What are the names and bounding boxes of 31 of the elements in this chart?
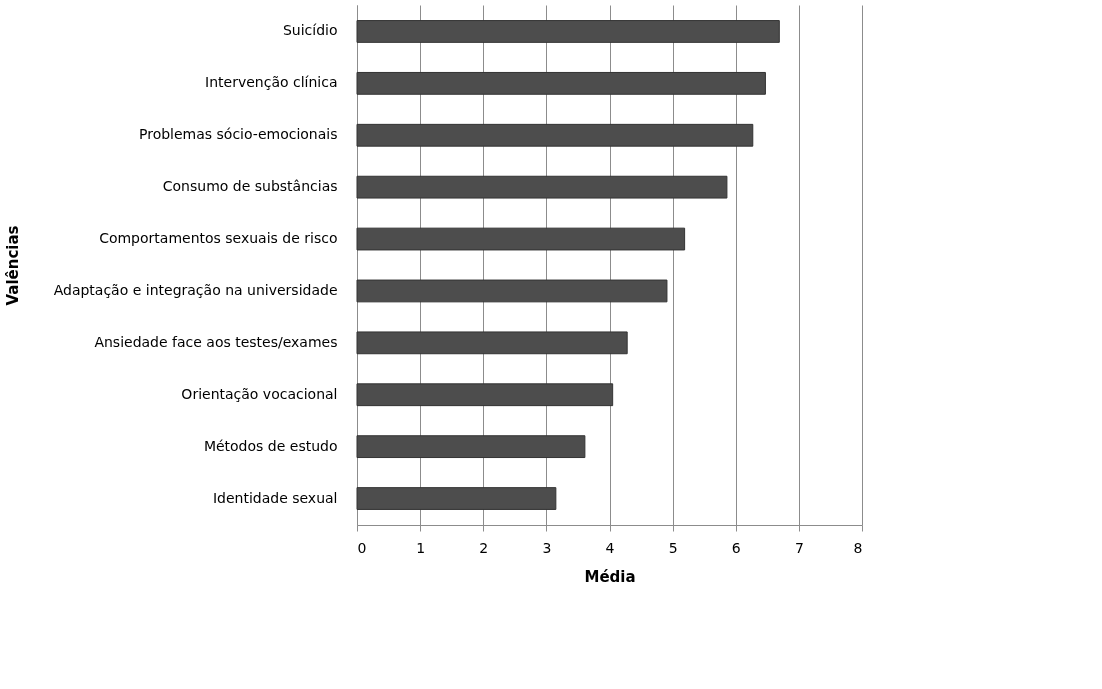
x-tick-label: 5 — [668, 539, 678, 556]
bar — [356, 435, 586, 459]
y-tick-label: Consumo de substâncias — [162, 178, 338, 195]
bar — [356, 71, 766, 95]
y-tick-label: Suicídio — [282, 22, 338, 39]
bar — [356, 20, 780, 43]
x-tick-label: 7 — [794, 539, 804, 556]
y-tick-label: Ansiedade face aos testes/exames — [94, 333, 338, 350]
bar — [356, 487, 557, 510]
x-axis-title: Média — [584, 567, 636, 586]
x-tick-label: 3 — [542, 539, 552, 556]
y-tick-label: Problemas sócio-emocionais — [139, 126, 338, 143]
bar — [356, 123, 754, 147]
x-tick-label: 1 — [416, 539, 426, 556]
x-tick-label: 2 — [479, 539, 489, 556]
y-tick-label: Intervenção clínica — [205, 74, 338, 91]
x-tick-label: 4 — [605, 539, 615, 556]
bar — [356, 383, 614, 407]
y-tick-label: Orientação vocacional — [181, 385, 338, 402]
bar — [356, 331, 628, 355]
x-tick-label: 8 — [853, 539, 863, 556]
y-axis-title: Valências — [3, 225, 22, 306]
bar — [356, 175, 728, 199]
x-tick-label: 0 — [357, 539, 367, 556]
bar — [356, 227, 686, 251]
x-tick-label: 6 — [731, 539, 741, 556]
bar — [356, 279, 668, 303]
y-tick-label: Comportamentos sexuais de risco — [99, 230, 338, 247]
y-tick-label: Identidade sexual — [212, 489, 338, 506]
y-tick-label: Métodos de estudo — [203, 437, 338, 454]
y-tick-label: Adaptação e integração na universidade — [53, 281, 338, 298]
